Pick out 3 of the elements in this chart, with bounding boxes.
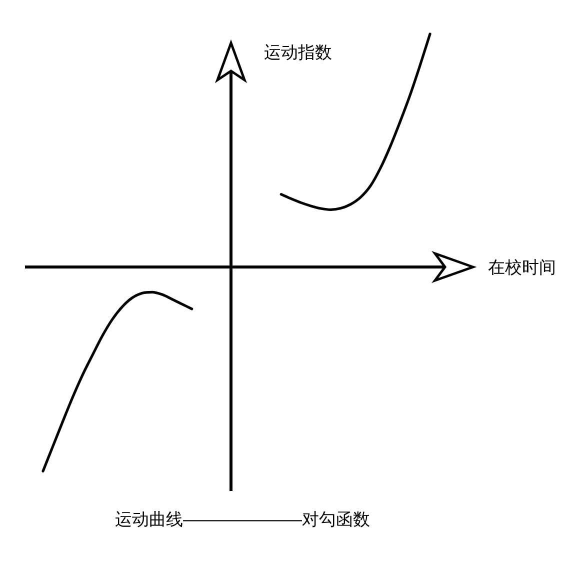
x-axis-title: 在校时间 (488, 258, 556, 277)
y-axis-title: 运动指数 (264, 43, 332, 62)
text: 运动曲线———————对勾函数 (115, 510, 370, 529)
